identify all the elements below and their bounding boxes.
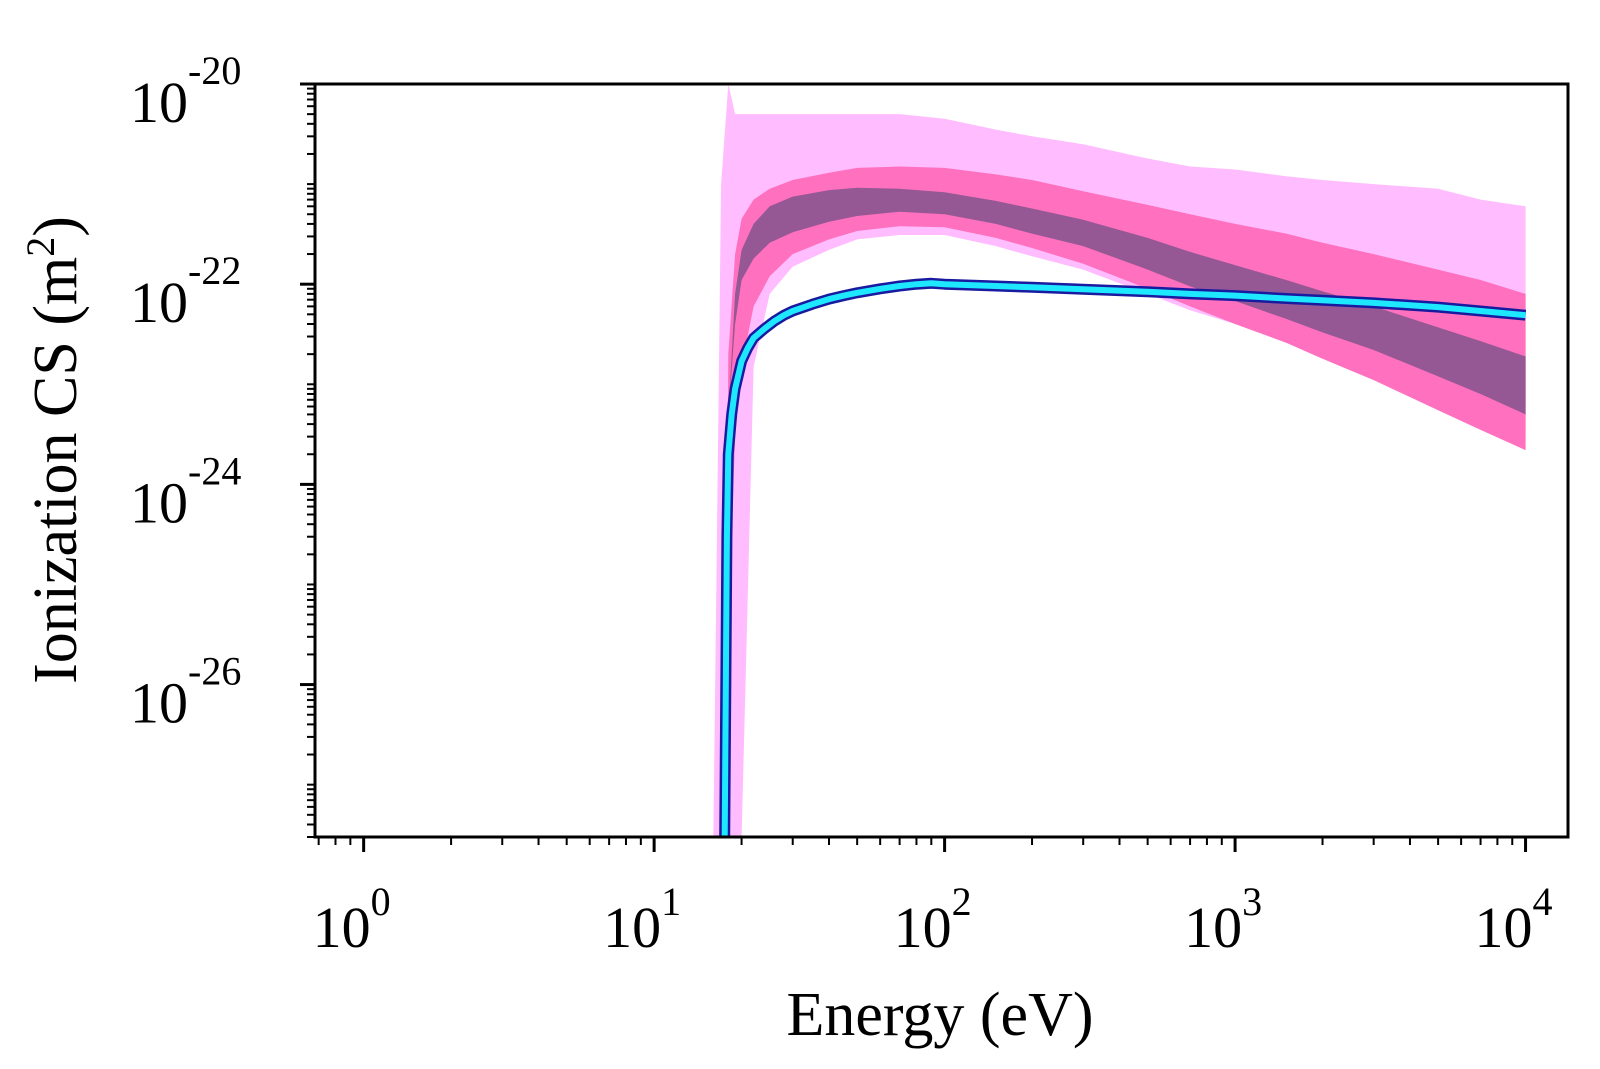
- y-axis-title-exponent: 2: [18, 237, 63, 257]
- y-tick-label: 10-20: [130, 48, 241, 135]
- x-tick-label-exponent: 4: [1533, 879, 1553, 924]
- y-tick-label-exponent: -26: [188, 649, 241, 694]
- x-tick-label-exponent: 2: [952, 879, 972, 924]
- uncertainty-bands: [713, 84, 1526, 837]
- x-tick-label-base: 10: [313, 895, 371, 960]
- y-axis-title-main: Ionization CS (m: [22, 257, 90, 684]
- cross-section-line-group: [719, 277, 1527, 838]
- cross-section-line: [721, 280, 1526, 838]
- x-tick-label-exponent: 1: [661, 879, 681, 924]
- x-tick-label: 101: [603, 879, 681, 960]
- y-tick-label: 10-22: [130, 248, 241, 335]
- uncertainty-band-2: [724, 166, 1526, 837]
- x-tick-label: 100: [313, 879, 391, 960]
- x-tick-label: 102: [894, 879, 972, 960]
- x-tick-label-exponent: 0: [371, 879, 391, 924]
- x-tick-label: 104: [1475, 879, 1553, 960]
- y-tick-label-base: 10: [130, 70, 188, 135]
- x-axis-ticks: [317, 837, 1528, 852]
- y-tick-label-exponent: -20: [188, 48, 241, 93]
- y-axis-title: Ionization CS (m2): [18, 216, 90, 684]
- plot-area-frame: [313, 82, 1570, 839]
- y-tick-label-base: 10: [130, 270, 188, 335]
- y-tick-label-exponent: -22: [188, 248, 241, 293]
- x-tick-label-base: 10: [603, 895, 661, 960]
- y-tick-label: 10-24: [130, 448, 241, 535]
- x-tick-label: 103: [1184, 879, 1262, 960]
- x-axis-tick-labels: 100 101 102 103 104: [313, 879, 1553, 960]
- y-tick-label-base: 10: [130, 470, 188, 535]
- uncertainty-band-3: [728, 187, 1526, 415]
- y-tick-label: 10-26: [130, 649, 241, 736]
- y-tick-label-exponent: -24: [188, 448, 241, 493]
- x-tick-label-base: 10: [894, 895, 952, 960]
- x-tick-label-base: 10: [1184, 895, 1242, 960]
- x-axis-title: Energy (eV): [786, 981, 1093, 1049]
- y-axis-title-close: ): [22, 216, 90, 237]
- x-tick-label-exponent: 3: [1242, 879, 1262, 924]
- y-tick-label-base: 10: [130, 671, 188, 736]
- x-tick-label-base: 10: [1475, 895, 1533, 960]
- y-axis-ticks: [300, 82, 315, 838]
